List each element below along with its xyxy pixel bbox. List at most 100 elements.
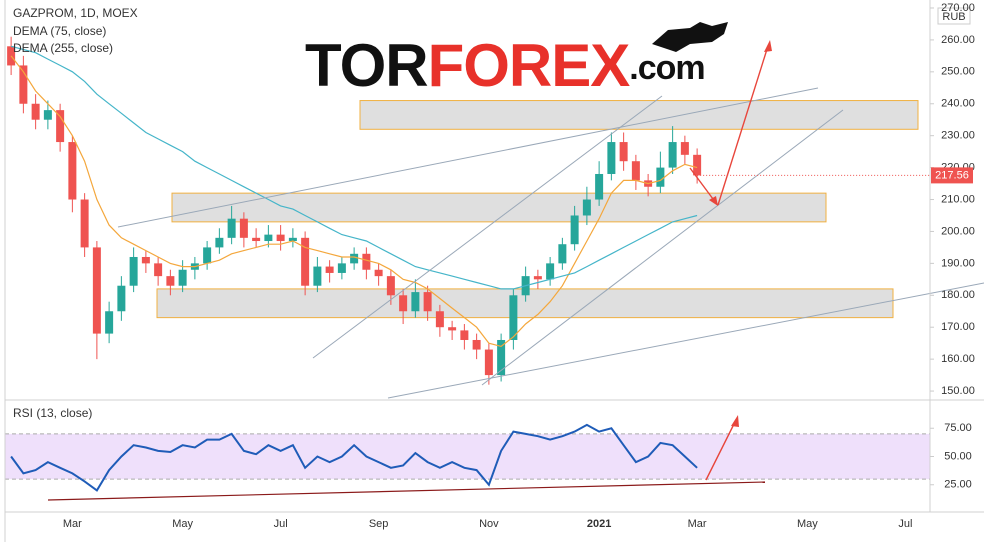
y-tick-label: 180.00 [941,289,975,301]
currency-box [937,7,971,25]
y-tick-label: 210.00 [941,193,975,205]
x-tick-label: May [172,518,193,530]
candle-body [362,253,371,270]
candle-body [595,173,604,200]
y-tick-label: 260.00 [941,34,975,46]
rsi-title: RSI (13, close) [13,406,92,420]
candle-body [215,237,224,248]
x-tick-label: Mar [63,518,82,530]
candle-body [656,167,665,187]
candle-body [117,285,126,312]
candle-body [92,247,101,334]
chart-title: GAZPROM, 1D, MOEX [13,6,138,20]
candle-body [582,199,591,216]
candle-body [509,295,518,340]
candle-body [337,263,346,273]
candle-body [374,269,383,277]
candle-body [239,218,248,238]
x-tick-label: Jul [274,518,288,530]
x-tick-label: Jul [898,518,912,530]
forecast-arrows [689,40,772,481]
candle-body [668,142,677,168]
candle-body [533,276,542,280]
rsi-tick-label: 50.00 [944,450,972,462]
rsi-tick-label: 25.00 [944,479,972,491]
candle-body [7,46,16,66]
candle-body [472,339,481,350]
candle-body [105,311,114,334]
y-tick-label: 250.00 [941,66,975,78]
logo-part: FOREX [428,32,631,99]
y-tick-label: 170.00 [941,321,975,333]
candle-body [227,218,236,238]
candle-body [203,247,212,264]
candle-body [558,244,567,264]
last-price-box [931,167,973,184]
x-tick-label: May [797,518,818,530]
logo-part: .com [629,49,704,87]
y-tick-label: 230.00 [941,130,975,142]
candle-body [31,103,40,120]
x-tick-label: Sep [369,518,389,530]
candle-body [631,161,640,181]
trend-line [481,109,844,386]
last-price-label: 217.56 [935,169,969,181]
candle-body [129,256,138,286]
candle-body [680,142,689,155]
candle-body [252,237,261,242]
candle-body [448,327,457,331]
logo-icon [652,22,728,52]
x-tick-label: Nov [479,518,499,530]
y-tick-label: 200.00 [941,225,975,237]
candle-body [423,292,432,312]
candle-body [154,263,163,277]
trend-line [117,87,819,228]
candle-body [56,110,65,143]
logo-part: TOR [305,32,428,99]
candle-body [693,154,702,176]
candle-body [325,266,334,273]
logo: TORFOREX.com [305,22,728,99]
legend-entry: DEMA (75, close) [13,24,106,38]
y-tick-label: 270.00 [941,2,975,14]
legend-entry: DEMA (255, close) [13,41,113,55]
candle-body [435,311,444,328]
candle-body [43,110,52,120]
rsi-trend-line [47,481,766,501]
y-tick-label: 240.00 [941,98,975,110]
candle-body [178,269,187,286]
candle-body [411,292,420,312]
y-tick-label: 150.00 [941,385,975,397]
candle-body [570,215,579,245]
rsi-band [5,433,930,480]
rsi-tick-label: 75.00 [944,422,972,434]
candle-body [386,276,395,296]
candle-body [484,349,493,376]
currency: RUB [942,11,965,23]
zone [171,192,827,223]
candle-body [141,256,150,264]
dema-line [10,45,698,290]
candle-body [607,142,616,174]
candle-body [619,142,628,162]
x-tick-label: 2021 [587,518,611,530]
logo-text: TORFOREX.com [305,32,705,99]
candle-body [399,295,408,312]
candle-body [313,266,322,286]
candle-body [301,237,310,286]
candle-body [166,276,175,286]
dema-line [10,55,698,348]
candle-body [288,237,297,242]
candle-body [19,65,28,104]
x-tick-label: Mar [688,518,707,530]
trend-line [312,95,663,359]
y-tick-label: 160.00 [941,353,975,365]
candle-body [350,253,359,264]
candle-body [264,234,273,242]
candle-body [68,142,77,200]
candle-body [460,330,469,340]
candle-body [80,199,89,248]
candle-body [497,339,506,376]
candle-body [276,234,285,242]
